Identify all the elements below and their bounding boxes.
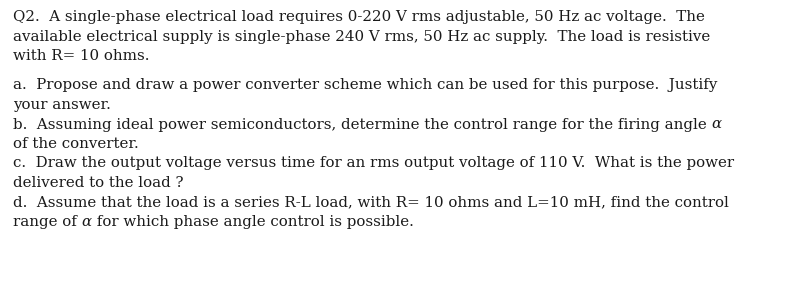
Text: b.  Assuming ideal power semiconductors, determine the control range for the fir: b. Assuming ideal power semiconductors, …: [13, 118, 711, 131]
Text: delivered to the load ?: delivered to the load ?: [13, 176, 184, 190]
Text: c.  Draw the output voltage versus time for an rms output voltage of 110 V.  Wha: c. Draw the output voltage versus time f…: [13, 157, 734, 170]
Text: with R= 10 ohms.: with R= 10 ohms.: [13, 49, 150, 63]
Text: available electrical supply is single-phase 240 V rms, 50 Hz ac supply.  The loa: available electrical supply is single-ph…: [13, 30, 710, 44]
Text: α: α: [711, 118, 722, 131]
Text: of the converter.: of the converter.: [13, 137, 139, 151]
Text: for which phase angle control is possible.: for which phase angle control is possibl…: [92, 215, 413, 229]
Text: a.  Propose and draw a power converter scheme which can be used for this purpose: a. Propose and draw a power converter sc…: [13, 78, 718, 92]
Text: d.  Assume that the load is a series R-L load, with R= 10 ohms and L=10 mH, find: d. Assume that the load is a series R-L …: [13, 195, 729, 210]
Text: α: α: [82, 215, 92, 229]
Text: your answer.: your answer.: [13, 98, 111, 112]
Text: range of: range of: [13, 215, 82, 229]
Text: Q2.  A single-phase electrical load requires 0-220 V rms adjustable, 50 Hz ac vo: Q2. A single-phase electrical load requi…: [13, 10, 705, 24]
